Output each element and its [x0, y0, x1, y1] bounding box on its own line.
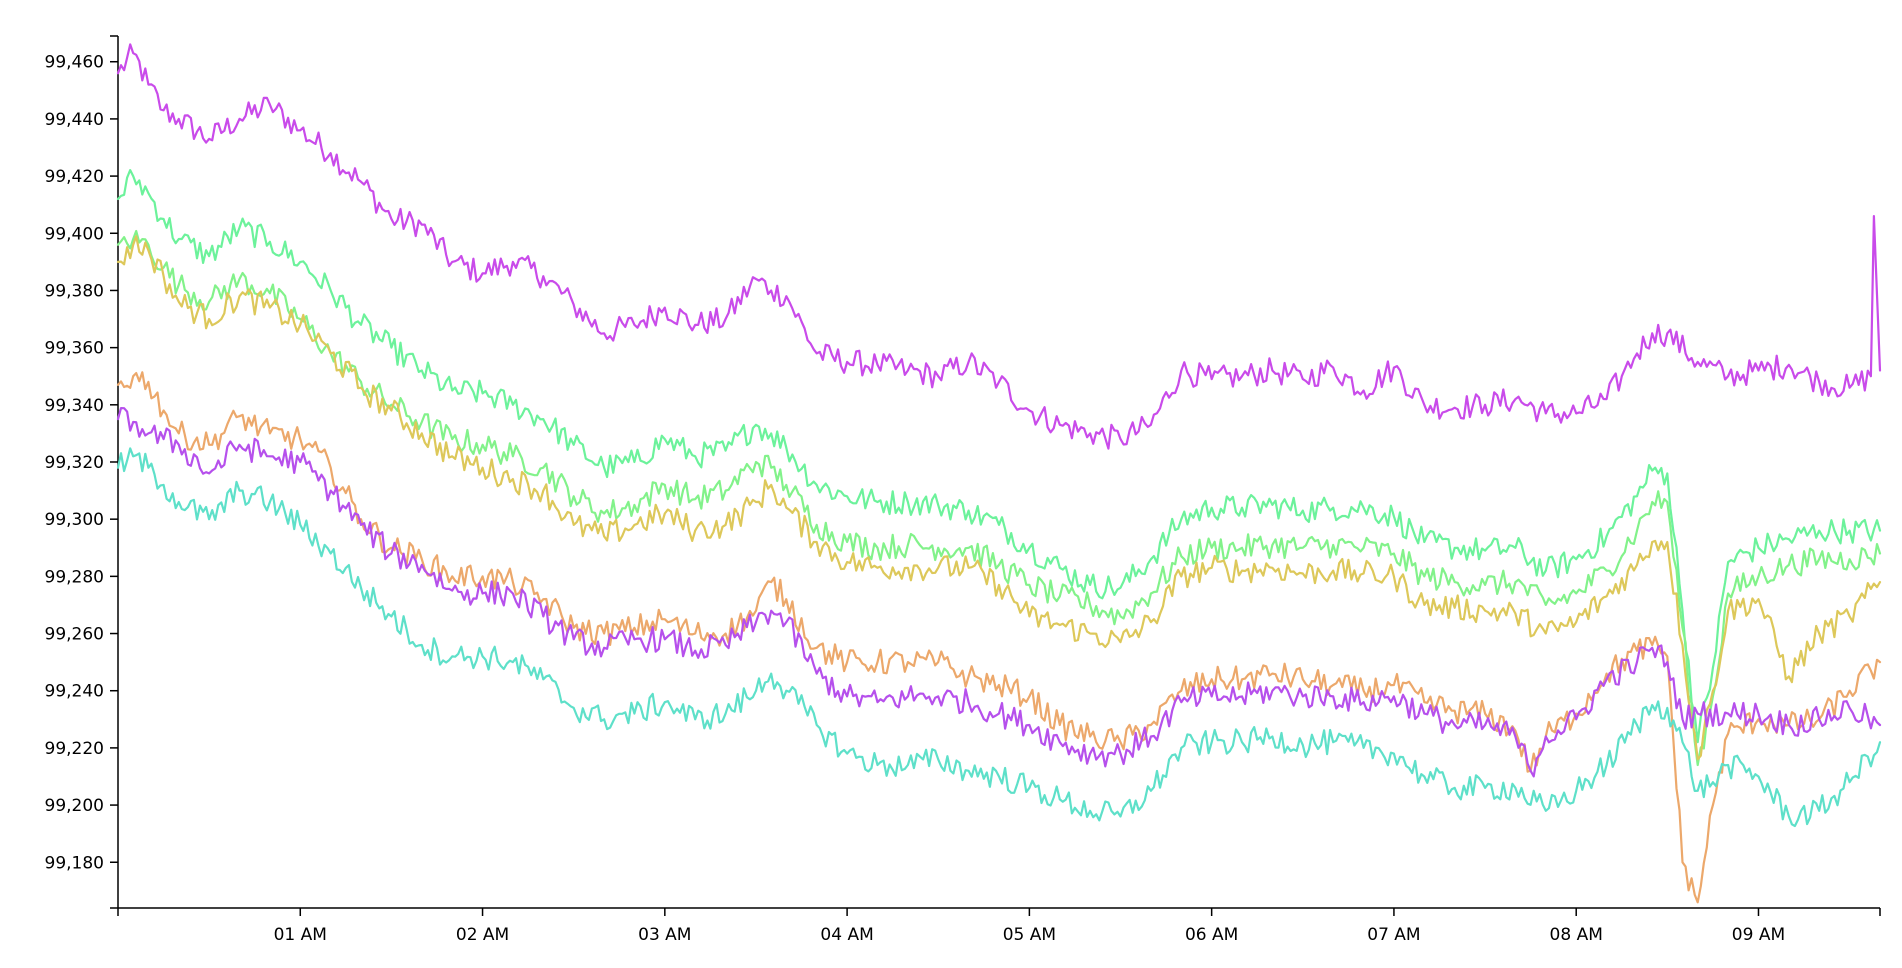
series-line-1: [116, 43, 1882, 450]
y-tick-label: 99,300: [45, 510, 104, 530]
series-line-6: [116, 407, 1882, 778]
x-axis: 01 AM 02 AM 03 AM 04 AM 05 AM 06 AM 07 AM 08 AM…: [117, 907, 1881, 945]
y-axis: 99,180 99,200 99,220 99,240 99,260 99,280 99,3…: [45, 35, 119, 909]
x-tick-label: 04 AM: [820, 925, 873, 945]
y-tick-label: 99,420: [45, 167, 104, 187]
x-tick-label: 03 AM: [638, 925, 691, 945]
y-tick-label: 99,180: [45, 853, 104, 873]
series-line-5: [116, 371, 1882, 904]
x-tick-label: 07 AM: [1367, 925, 1420, 945]
y-tick-label: 99,240: [45, 682, 104, 702]
series-layer: [116, 43, 1882, 904]
y-tick-label: 99,400: [45, 224, 104, 244]
y-tick-label: 99,340: [45, 396, 104, 416]
x-tick-label: 09 AM: [1732, 925, 1785, 945]
y-tick-label: 99,280: [45, 567, 104, 587]
series-line-2: [116, 169, 1882, 744]
series-line-4: [116, 235, 1882, 761]
y-tick-label: 99,460: [45, 53, 104, 73]
y-tick-label: 99,440: [45, 110, 104, 130]
series-line-7: [116, 447, 1882, 828]
series-line-3: [116, 229, 1882, 767]
x-tick-label: 08 AM: [1550, 925, 1603, 945]
x-tick-label: 06 AM: [1185, 925, 1238, 945]
y-tick-label: 99,380: [45, 281, 104, 301]
y-tick-label: 99,220: [45, 739, 104, 759]
y-tick-label: 99,360: [45, 339, 104, 359]
y-tick-label: 99,320: [45, 453, 104, 473]
x-tick-label: 02 AM: [456, 925, 509, 945]
x-tick-label: 05 AM: [1003, 925, 1056, 945]
x-tick-label: 01 AM: [274, 925, 327, 945]
y-tick-label: 99,200: [45, 796, 104, 816]
y-tick-label: 99,260: [45, 625, 104, 645]
